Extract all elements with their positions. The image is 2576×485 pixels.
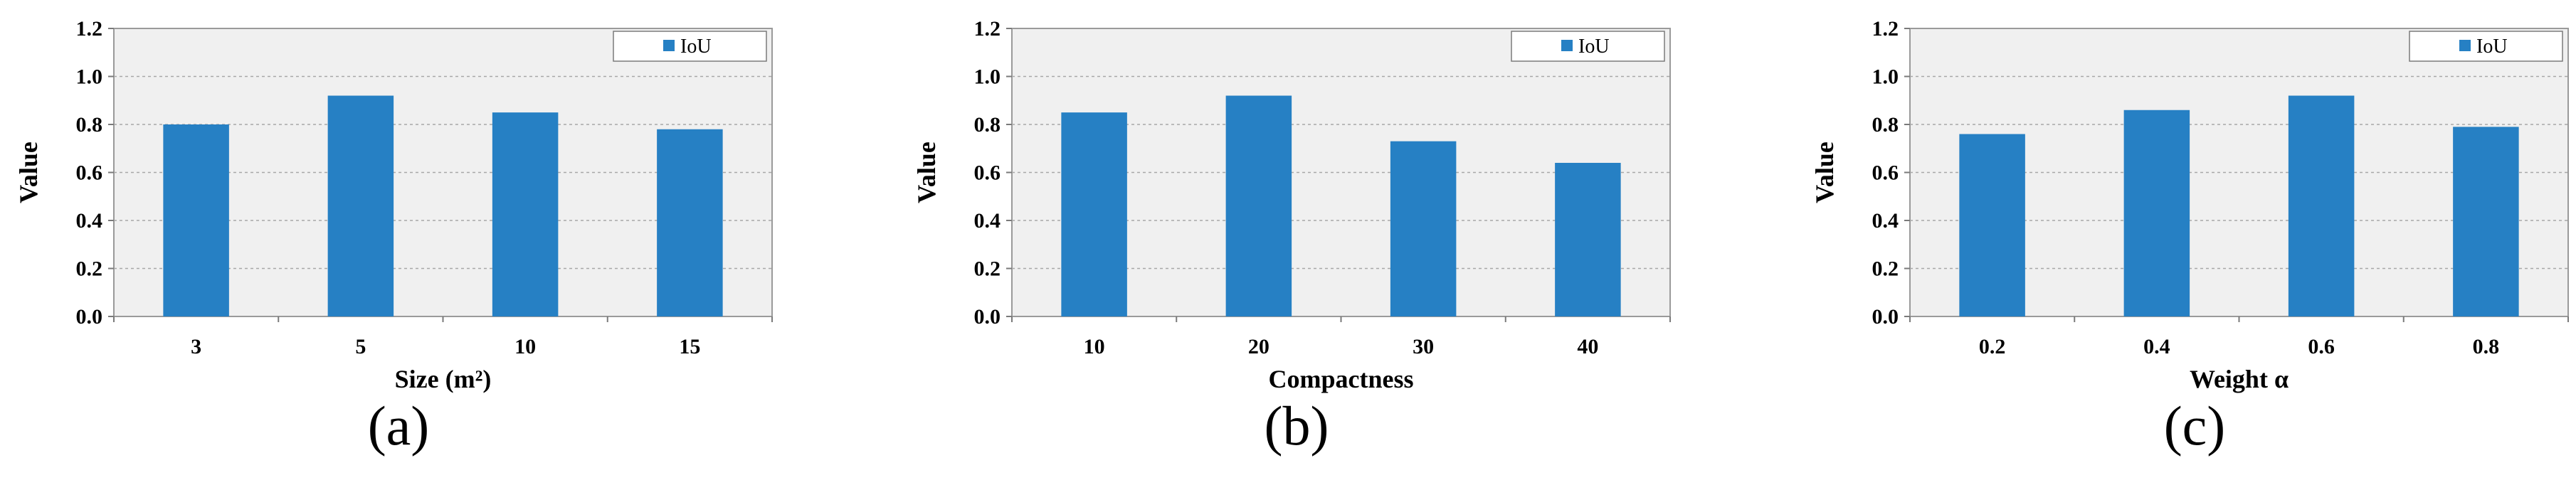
x-tick-label: 40 bbox=[1577, 335, 1598, 358]
x-tick-label: 10 bbox=[1084, 335, 1105, 358]
bar-40 bbox=[1555, 163, 1621, 316]
x-tick-label: 5 bbox=[355, 335, 366, 358]
y-tick-label: 0.0 bbox=[974, 305, 1001, 329]
legend-label: IoU bbox=[680, 36, 712, 58]
x-tick-label: 0.6 bbox=[2308, 335, 2335, 358]
bar-0.4 bbox=[2123, 110, 2190, 316]
bar-20 bbox=[1225, 95, 1292, 316]
y-tick-label: 0.2 bbox=[1872, 257, 1899, 281]
y-tick-label: 0.0 bbox=[76, 305, 103, 329]
chart-panel-a: 0.0 0.2 0.4 0.6 0.8 1.0 1.2 Value 3 5 10 15 Size (m²… bbox=[0, 0, 854, 485]
bar-30 bbox=[1390, 141, 1457, 316]
y-tick-label: 0.2 bbox=[76, 257, 103, 281]
y-axis-title: Value bbox=[912, 142, 941, 203]
legend-swatch bbox=[1561, 40, 1573, 51]
y-tick-label: 0.4 bbox=[76, 209, 103, 233]
bar-0.8 bbox=[2453, 127, 2519, 316]
x-tick-label: 0.8 bbox=[2473, 335, 2500, 358]
bar-5 bbox=[327, 95, 394, 316]
legend-box bbox=[1511, 31, 1665, 62]
chart-panel-b: 0.0 0.2 0.4 0.6 0.8 1.0 1.2 Value 10 20 30 40 Compac… bbox=[898, 0, 1752, 485]
legend-swatch bbox=[2459, 40, 2471, 51]
panel-label-c: (c) bbox=[2163, 395, 2226, 457]
bar-chart-b: 0.0 0.2 0.4 0.6 0.8 1.0 1.2 Value 10 20 30 40 Compac… bbox=[912, 17, 1671, 393]
bar-10 bbox=[1061, 112, 1127, 316]
x-tick-label: 0.2 bbox=[1979, 335, 2006, 358]
bar-chart-c: 0.0 0.2 0.4 0.6 0.8 1.0 1.2 Value 0.2 0.4 0.6 0.8 We… bbox=[1810, 17, 2569, 393]
x-tick-label: 0.4 bbox=[2143, 335, 2170, 358]
y-tick-label: 0.6 bbox=[1872, 161, 1899, 185]
y-tick-label: 0.2 bbox=[974, 257, 1001, 281]
legend-label: IoU bbox=[1578, 36, 1610, 58]
chart-panel-c: 0.0 0.2 0.4 0.6 0.8 1.0 1.2 Value 0.2 0.4 0.6 0.8 We… bbox=[1796, 0, 2576, 485]
y-tick-label: 1.2 bbox=[974, 17, 1001, 41]
bar-3 bbox=[163, 124, 229, 316]
y-axis-title: Value bbox=[1810, 142, 1839, 203]
x-axis-title: Size (m²) bbox=[395, 365, 492, 393]
y-tick-label: 1.2 bbox=[76, 17, 103, 41]
x-tick-label: 3 bbox=[191, 335, 201, 358]
x-tick-label: 15 bbox=[679, 335, 700, 358]
legend-swatch bbox=[663, 40, 675, 51]
y-tick-label: 0.4 bbox=[974, 209, 1001, 233]
bar-chart-a: 0.0 0.2 0.4 0.6 0.8 1.0 1.2 Value 3 5 10 15 Size (m²… bbox=[14, 17, 773, 393]
y-tick-label: 0.0 bbox=[1872, 305, 1899, 329]
legend-box bbox=[613, 31, 767, 62]
y-tick-label: 1.0 bbox=[974, 65, 1001, 89]
y-tick-label: 0.8 bbox=[76, 113, 103, 137]
y-tick-label: 0.8 bbox=[1872, 113, 1899, 137]
y-axis-title: Value bbox=[14, 142, 43, 203]
panel-label-b: (b) bbox=[1264, 395, 1329, 457]
x-tick-label: 30 bbox=[1413, 335, 1434, 358]
y-tick-label: 0.6 bbox=[76, 161, 103, 185]
x-tick-label: 20 bbox=[1248, 335, 1269, 358]
y-tick-label: 1.0 bbox=[1872, 65, 1899, 89]
legend-label: IoU bbox=[2476, 36, 2508, 58]
bar-0.6 bbox=[2288, 95, 2355, 316]
bar-15 bbox=[657, 129, 723, 316]
bar-10 bbox=[492, 112, 559, 316]
bar-0.2 bbox=[1959, 134, 2025, 316]
y-tick-label: 0.6 bbox=[974, 161, 1001, 185]
x-tick-label: 10 bbox=[514, 335, 536, 358]
y-tick-label: 0.8 bbox=[974, 113, 1001, 137]
x-axis-title: Weight α bbox=[2190, 365, 2289, 393]
y-tick-label: 0.4 bbox=[1872, 209, 1899, 233]
y-tick-label: 1.2 bbox=[1872, 17, 1899, 41]
x-axis-title: Compactness bbox=[1269, 365, 1414, 393]
legend-box bbox=[2409, 31, 2563, 62]
y-tick-label: 1.0 bbox=[76, 65, 103, 89]
panel-label-a: (a) bbox=[367, 395, 430, 457]
